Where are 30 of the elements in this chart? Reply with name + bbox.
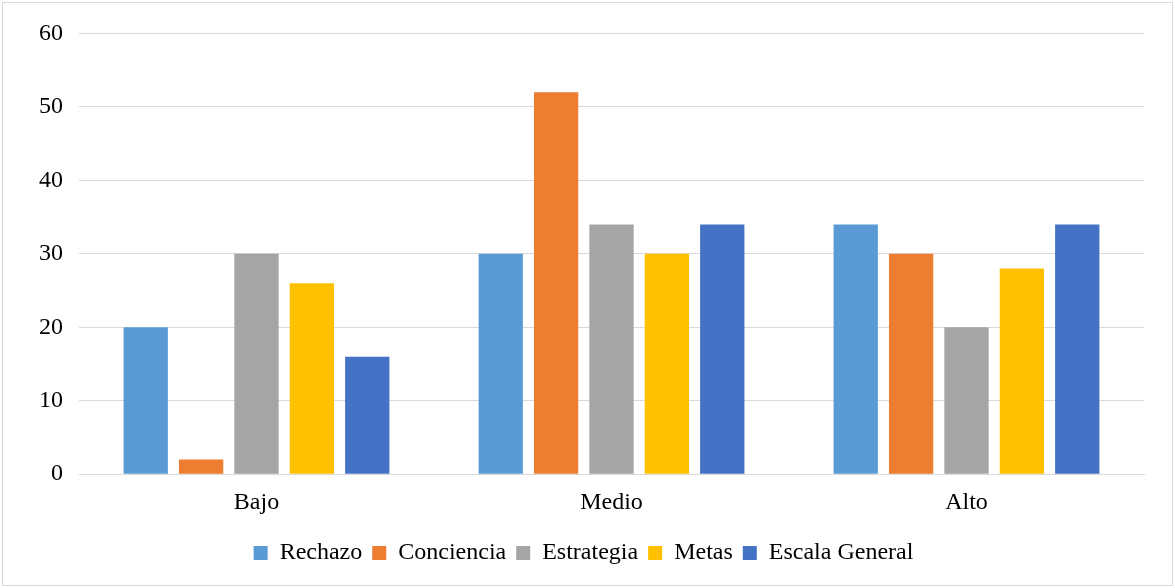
x-tick-label: Medio [580,487,643,514]
legend-label: Rechazo [279,538,363,565]
legend-label: Metas [674,538,733,565]
y-tick-label: 10 [39,386,63,413]
y-tick-label: 0 [51,459,63,486]
bar [888,253,934,474]
bar [178,459,224,474]
bar [700,224,745,474]
y-tick-label: 30 [39,239,63,266]
legend-label: Estrategia [542,538,639,565]
bar [533,92,579,474]
bar [833,224,878,474]
y-tick-label: 60 [39,18,63,45]
x-tick-label: Bajo [233,487,280,514]
bar [644,253,690,474]
bar [589,224,634,474]
bar [345,356,390,474]
bar [999,268,1045,474]
x-tick-label: Alto [945,487,988,514]
legend-label: Escala General [768,538,914,565]
bar [944,327,989,474]
legend-label: Conciencia [398,538,507,565]
y-tick-label: 20 [39,312,63,339]
bar [234,253,279,474]
bar [1055,224,1100,474]
bar [289,283,335,474]
y-tick-label: 50 [39,92,63,119]
y-tick-label: 40 [39,165,63,192]
bar [123,327,168,474]
bar [478,253,523,474]
